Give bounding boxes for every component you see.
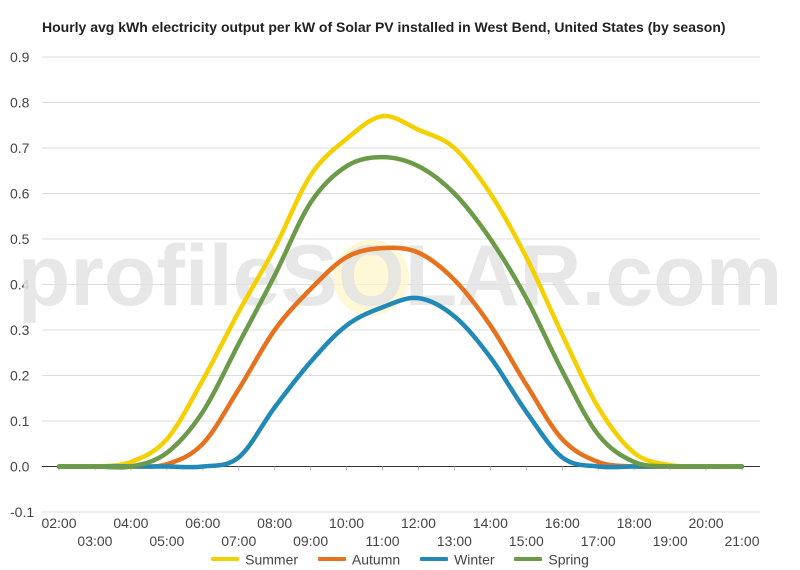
x-tick-label: 05:00 [149, 533, 184, 549]
legend-label-summer: Summer [245, 551, 299, 568]
y-tick-label: 0.0 [10, 459, 30, 475]
x-tick-label: 15:00 [509, 533, 544, 549]
grid-lines [42, 56, 760, 513]
legend-label-spring: Spring [548, 551, 589, 568]
x-tick-label: 08:00 [257, 515, 292, 531]
series-line-spring [56, 154, 745, 470]
x-tick-label: 02:00 [41, 515, 76, 531]
y-tick-label: 0.8 [10, 95, 30, 111]
x-tick-label: 07:00 [221, 533, 256, 549]
x-tick-label: 12:00 [401, 515, 436, 531]
legend-swatch-summer [211, 557, 240, 562]
y-tick-label: 0.5 [10, 231, 30, 247]
legend-swatch-winter [420, 557, 449, 562]
x-tick-label: 09:00 [293, 533, 328, 549]
y-tick-label: 0.3 [10, 322, 30, 338]
x-tick-label: 10:00 [329, 515, 364, 531]
legend-item-winter[interactable]: Winter [420, 550, 495, 568]
legend-item-summer[interactable]: Summer [211, 550, 298, 567]
x-tick-label: 18:00 [617, 515, 652, 531]
legend-swatch-spring [514, 557, 543, 562]
legend-item-autumn[interactable]: Autumn [317, 550, 401, 568]
x-tick-label: 11:00 [366, 533, 400, 549]
legend-item-spring[interactable]: Spring [514, 550, 589, 568]
legend-swatch-autumn [317, 557, 346, 562]
y-axis-tick-labels: -0.1 0.0 0.1 0.2 0.3 0.4 0.5 0.6 0.7 0.8 0.9 [10, 49, 34, 520]
x-tick-label: 04:00 [113, 515, 148, 531]
series-line-summer [56, 113, 745, 470]
series-line-winter [56, 295, 745, 470]
y-tick-label: 0.6 [10, 186, 30, 202]
legend-label-autumn: Autumn [351, 551, 401, 568]
legend: Summer Autumn Winter Spring [0, 550, 800, 567]
chart-title: Hourly avg kWh electricity output per kW… [42, 19, 726, 35]
legend-label-winter: Winter [454, 551, 495, 568]
y-tick-label: 0.9 [10, 49, 30, 65]
x-tick-label: 06:00 [185, 515, 220, 531]
x-tick-label: 17:00 [581, 533, 616, 549]
chart-area: -0.1 0.0 0.1 0.2 0.3 0.4 0.5 0.6 0.7 0.8 0.9 02:00… [10, 49, 783, 549]
x-tick-label: 19:00 [653, 533, 688, 549]
x-tick-label: 13:00 [437, 533, 472, 549]
watermark-sun-icon [333, 240, 409, 316]
y-tick-label: 0.7 [10, 140, 30, 156]
x-tick-label: 14:00 [473, 515, 508, 531]
watermark: profileSOLAR.com [18, 228, 783, 324]
x-axis-tick-labels: 02:0003:0004:0005:0006:0007:0008:0009:00… [41, 515, 759, 549]
watermark-text: profileSOLAR.com [18, 228, 783, 324]
y-tick-label: -0.1 [10, 504, 34, 520]
x-tick-label: 03:00 [77, 533, 112, 549]
y-tick-label: 0.2 [10, 368, 30, 384]
series-lines [56, 113, 745, 470]
x-tick-label: 16:00 [545, 515, 580, 531]
y-tick-label: 0.1 [10, 413, 30, 429]
y-tick-label: 0.4 [10, 277, 30, 293]
x-tick-label: 20:00 [689, 515, 724, 531]
x-tick-label: 21:00 [724, 533, 759, 549]
